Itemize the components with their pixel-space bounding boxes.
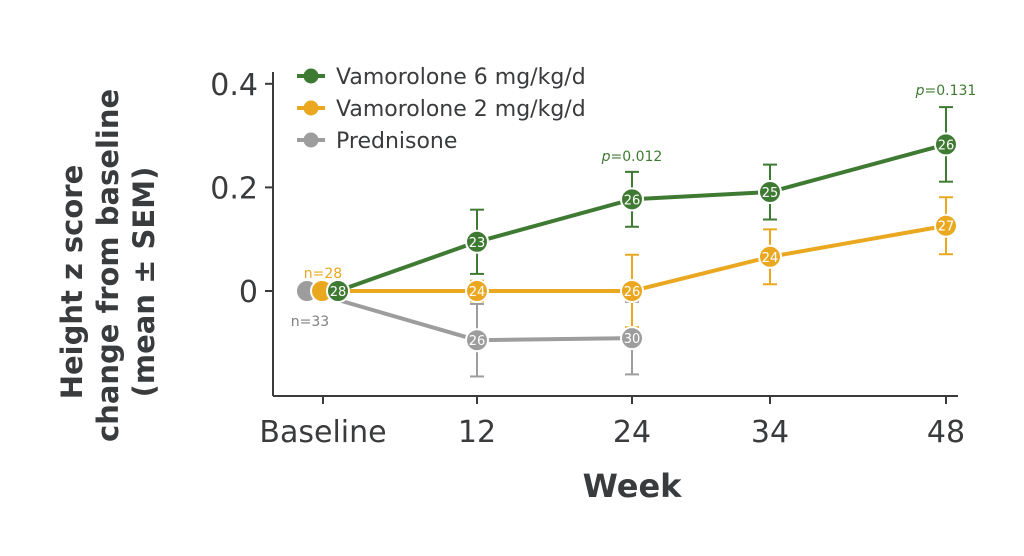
data-point-label: 23 (469, 236, 486, 251)
data-point (934, 132, 958, 157)
data-point (620, 187, 644, 212)
y-axis-label-line-3: (mean ± SEM) (127, 166, 161, 398)
data-point (758, 244, 782, 269)
y-tick-label: 0 (239, 275, 258, 310)
data-point (934, 213, 958, 238)
data-point (326, 279, 350, 303)
x-tick-label: 12 (458, 415, 496, 450)
legend-label: Vamorolone 6 mg/kg/d (336, 65, 586, 90)
x-tick-label: 24 (613, 415, 651, 450)
series-line (337, 142, 947, 293)
data-point-label: 30 (624, 332, 641, 347)
data-point-label: 24 (762, 251, 779, 266)
data-point-label: 26 (624, 193, 641, 208)
data-point (758, 180, 782, 205)
data-point-label: 26 (624, 285, 641, 300)
legend-label: Prednisone (336, 129, 457, 154)
legend-label: Vamorolone 2 mg/kg/d (336, 97, 586, 122)
n-annotation: n=28 (304, 266, 342, 282)
data-point (465, 229, 489, 254)
data-point-label: 28 (330, 285, 347, 300)
y-axis-label-line-2: change from baseline (91, 88, 125, 442)
legend-marker (303, 68, 319, 84)
x-tick-label: 34 (751, 415, 789, 450)
data-point (620, 279, 644, 303)
p-value-annotation: p=0.012 (601, 149, 663, 165)
legend-marker (303, 132, 319, 148)
x-tick-label: 48 (927, 415, 965, 450)
data-point-label: 24 (469, 285, 486, 300)
data-point-label: 26 (469, 334, 486, 349)
y-axis-label-line-1: Height z score (55, 164, 89, 400)
x-tick-label: Baseline (259, 415, 386, 450)
data-point (465, 279, 489, 303)
data-point (620, 326, 644, 351)
p-value-annotation: p=0.131 (915, 83, 977, 99)
data-point-label: 25 (762, 186, 779, 201)
n-annotation: n=33 (291, 314, 329, 330)
y-axis-label: Height z score change from baseline (mea… (54, 88, 174, 442)
y-tick-label: 0.4 (210, 68, 258, 103)
y-tick-label: 0.2 (210, 171, 258, 206)
data-point-label: 27 (938, 220, 955, 235)
legend-marker (303, 100, 319, 116)
x-axis-label: Week (583, 467, 683, 505)
data-point-label: 26 (938, 138, 955, 153)
data-point (465, 328, 489, 353)
